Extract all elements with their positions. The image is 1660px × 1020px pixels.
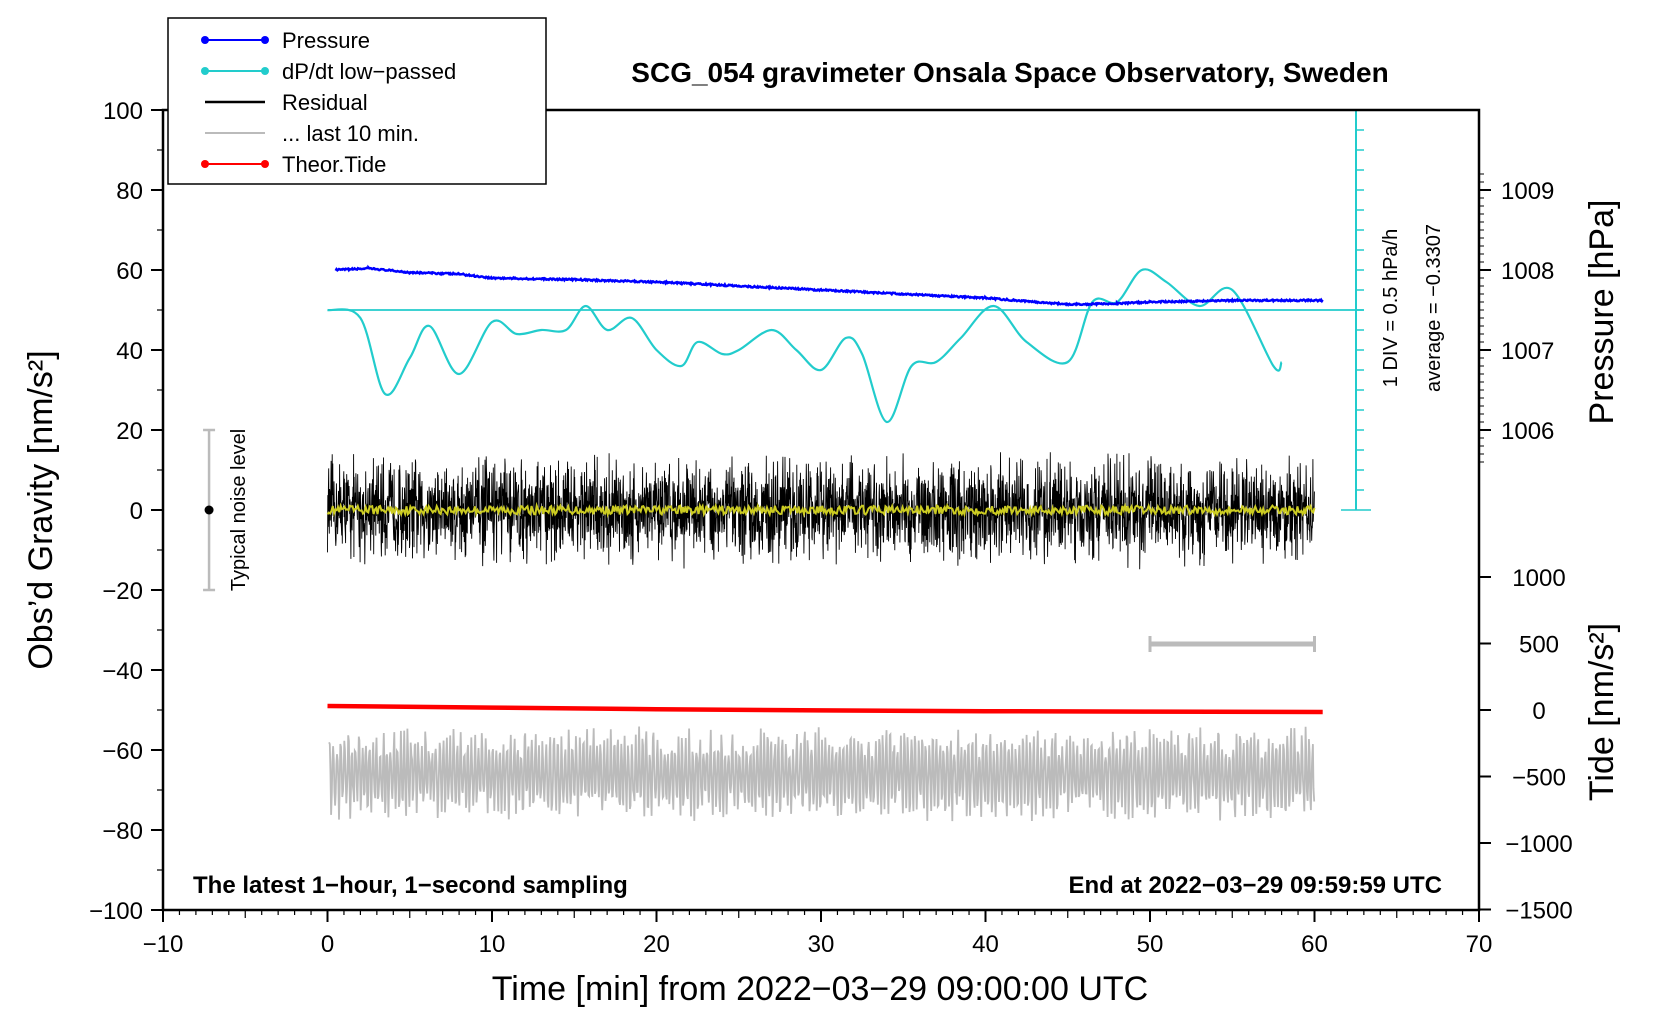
legend-label: Theor.Tide [282, 152, 386, 177]
x-tick-label: 40 [972, 931, 999, 958]
y-tick-label-left: 40 [116, 338, 143, 365]
tide-tick-label: −500 [1512, 765, 1566, 792]
x-tick-label: 20 [643, 931, 670, 958]
data-layer [203, 109, 1371, 822]
y-tick-label-left: 80 [116, 178, 143, 205]
pressure-tick-label: 1007 [1501, 338, 1554, 365]
tide-tick-label: −1000 [1505, 831, 1572, 858]
x-tick-label: 50 [1137, 931, 1164, 958]
residual-smoothed-series [326, 501, 1316, 519]
x-axis-title: Time [min] from 2022−03−29 09:00:00 UTC [492, 970, 1148, 1008]
legend-marker [261, 36, 269, 44]
x-tick-label: 30 [808, 931, 835, 958]
x-tick-label: −10 [143, 931, 184, 958]
tide-tick-label: 0 [1532, 698, 1545, 725]
legend-label: ... last 10 min. [282, 121, 419, 146]
dpdt-series [327, 268, 1283, 424]
footer-sampling-note: The latest 1−hour, 1−second sampling [193, 872, 628, 899]
x-tick-label: 60 [1301, 931, 1328, 958]
pressure-tick-label: 1009 [1501, 178, 1554, 205]
noise-bar-center [204, 505, 214, 515]
pressure-tick-label: 1006 [1501, 418, 1554, 445]
y-tick-label-left: 0 [130, 498, 143, 525]
y-axis-title-left: Obs’d Gravity [nm/s²] [22, 350, 60, 669]
dpdt-scale-label: 1 DIV = 0.5 hPa/h [1380, 229, 1402, 387]
y-tick-label-left: 100 [103, 98, 143, 125]
y-tick-label-left: −60 [102, 738, 143, 765]
pressure-tick-label: 1008 [1501, 258, 1554, 285]
tide-tick-label: 1000 [1512, 565, 1565, 592]
y-tick-label-left: −80 [102, 818, 143, 845]
x-tick-label: 70 [1466, 931, 1493, 958]
x-tick-label: 0 [321, 931, 334, 958]
y-axis-title-tide: Tide [nm/s²] [1583, 623, 1621, 801]
legend-marker [261, 160, 269, 168]
legend-label: dP/dt low−passed [282, 59, 456, 84]
y-tick-label-left: 20 [116, 418, 143, 445]
axis-layer: −10 0 10 20 30 40 50 60 70−100−80−60−40−20020406… [89, 98, 1573, 958]
y-tick-label-left: −40 [102, 658, 143, 685]
legend-marker [201, 67, 209, 75]
residual-series [327, 452, 1315, 570]
legend-marker [201, 36, 209, 44]
footer-end-time: End at 2022−03−29 09:59:59 UTC [1068, 872, 1442, 899]
legend-marker [201, 160, 209, 168]
legend-marker [261, 67, 269, 75]
chart-title: SCG_054 gravimeter Onsala Space Observat… [631, 57, 1388, 88]
y-tick-label-left: 60 [116, 258, 143, 285]
noise-level-label: Typical noise level [228, 429, 250, 591]
legend: Pressure dP/dt low−passed Residual ... last… [167, 17, 547, 185]
y-axis-title-pressure: Pressure [hPa] [1583, 200, 1621, 425]
y-tick-label-left: −100 [89, 898, 143, 925]
tide-tick-label: 500 [1519, 632, 1559, 659]
tide-tick-label: −1500 [1505, 898, 1572, 925]
pressure-series [334, 264, 1324, 307]
dpdt-average-label: average = −0.3307 [1423, 224, 1445, 392]
legend-label: Residual [282, 90, 368, 115]
x-tick-label: 10 [479, 931, 506, 958]
y-tick-label-left: −20 [102, 578, 143, 605]
last10-series [328, 726, 1316, 822]
legend-label: Pressure [282, 28, 370, 53]
theoretical-tide-series [327, 703, 1323, 715]
